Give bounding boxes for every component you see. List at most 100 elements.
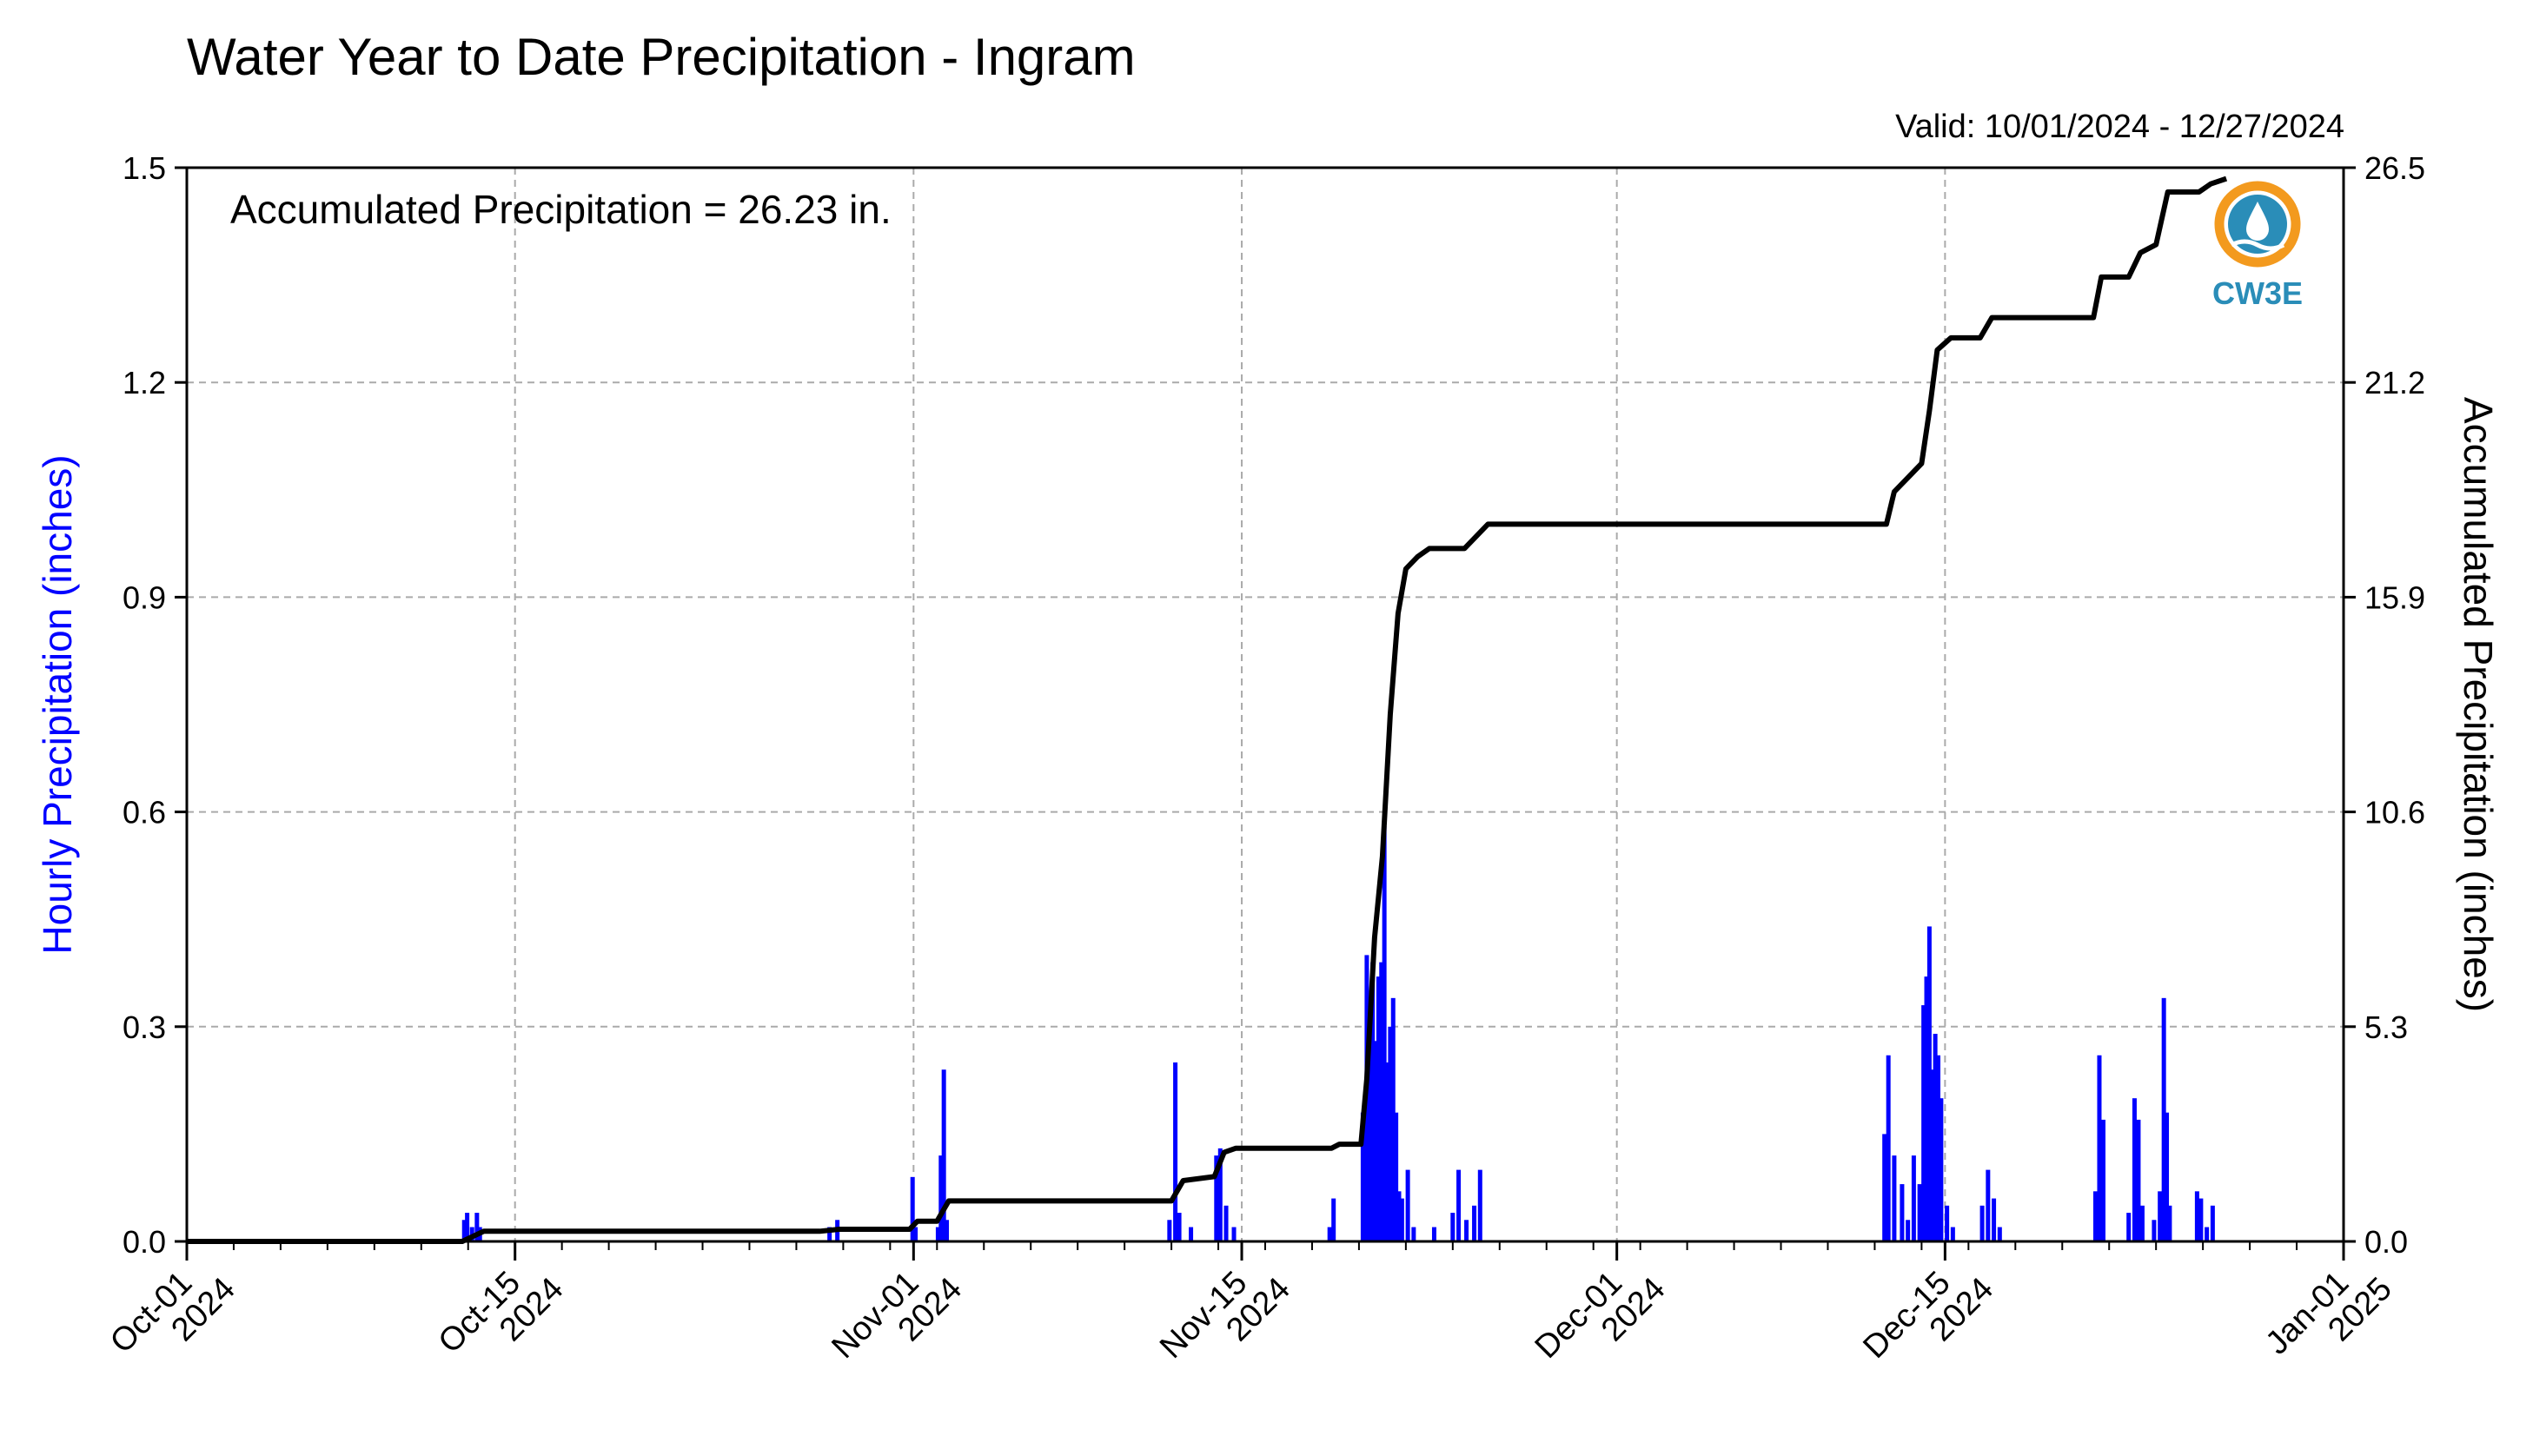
hourly-bar (1900, 1184, 1905, 1241)
hourly-bar (1189, 1227, 1194, 1241)
hourly-bar (2167, 1205, 2172, 1241)
chart-title: Water Year to Date Precipitation - Ingra… (187, 28, 1136, 86)
x-tick-label: Jan-012025 (2258, 1246, 2398, 1386)
hourly-bar (2092, 1191, 2098, 1241)
hourly-bar (465, 1213, 470, 1241)
hourly-bar (1939, 1098, 1944, 1241)
hourly-bar (1217, 1148, 1223, 1241)
hourly-bar (1390, 997, 1396, 1241)
hourly-bar (1917, 1184, 1922, 1241)
logo-ring (2214, 181, 2301, 268)
hourly-bar (1376, 976, 1381, 1241)
logo-text: CW3E (2212, 275, 2303, 311)
left-tick-label: 0.9 (123, 579, 166, 615)
hourly-bar (1450, 1213, 1455, 1241)
hourly-bar (1231, 1227, 1237, 1241)
hourly-bar (913, 1227, 918, 1241)
gridlines (186, 167, 2344, 1242)
hourly-bar (2205, 1227, 2210, 1241)
hourly-bar (461, 1220, 467, 1241)
left-tick-label: 1.2 (123, 365, 166, 400)
hourly-bar (1223, 1205, 1229, 1241)
hourly-bar (1472, 1205, 1477, 1241)
hourly-bar (1882, 1134, 1887, 1241)
hourly-bar (1388, 1026, 1393, 1241)
valid-date-range: Valid: 10/01/2024 - 12/27/2024 (1895, 109, 2344, 145)
x-tick-label: Oct-012024 (103, 1246, 242, 1385)
x-axis-ticks: Oct-012024 Oct-152024 Nov-012024 Nov-152024… (103, 1241, 2399, 1390)
left-tick-label: 0.6 (123, 795, 166, 831)
hourly-bar (1997, 1227, 2002, 1241)
hourly-bar (1331, 1198, 1336, 1241)
hourly-bar (1177, 1213, 1182, 1241)
hourly-bar (1979, 1205, 1985, 1241)
hourly-bar (474, 1213, 480, 1241)
right-y-axis-label: Accumulated Precipitation (inches) (2456, 397, 2501, 1012)
right-tick-label: 21.2 (2364, 365, 2425, 400)
hourly-bar (2194, 1191, 2199, 1241)
hourly-bar (1214, 1155, 1219, 1241)
x-tick-label: Dec-012024 (1528, 1246, 1673, 1390)
hourly-bar (2165, 1112, 2170, 1241)
left-tick-label: 0.3 (123, 1009, 166, 1045)
hourly-bar (1327, 1227, 1332, 1241)
hourly-bar (910, 1176, 915, 1241)
hourly-bar (1986, 1169, 1991, 1241)
hourly-bar (1394, 1112, 1399, 1241)
x-tick-label: Nov-152024 (1153, 1246, 1297, 1390)
x-tick-label: Nov-012024 (825, 1246, 969, 1390)
hourly-bar (1370, 962, 1376, 1241)
hourly-bar (1405, 1169, 1410, 1241)
hourly-bar (2152, 1220, 2157, 1241)
hourly-bar (1892, 1155, 1897, 1241)
left-tick-label: 0.0 (123, 1224, 166, 1260)
hourly-bar (1385, 1062, 1390, 1241)
hourly-bar (2161, 997, 2166, 1241)
x-tick-label: Dec-152024 (1856, 1246, 2000, 1390)
right-tick-label: 5.3 (2364, 1009, 2408, 1045)
hourly-bar (945, 1220, 950, 1241)
hourly-bar (1382, 826, 1387, 1241)
accumulated-total-annotation: Accumulated Precipitation = 26.23 in. (230, 187, 892, 232)
right-tick-label: 26.5 (2364, 150, 2425, 186)
left-tick-label: 1.5 (123, 150, 166, 186)
hourly-bar (2158, 1191, 2163, 1241)
hourly-bar (1945, 1205, 1950, 1241)
hourly-bar (1431, 1227, 1436, 1241)
hourly-bar (2210, 1205, 2215, 1241)
accumulated-precipitation-line (187, 175, 2228, 1244)
right-tick-label: 15.9 (2364, 579, 2425, 615)
hourly-bar (827, 1227, 832, 1241)
hourly-bar (1906, 1220, 1911, 1241)
right-tick-label: 10.6 (2364, 795, 2425, 831)
hourly-bar (2136, 1119, 2141, 1241)
hourly-bar (941, 1069, 946, 1241)
hourly-bar (1367, 1012, 1372, 1241)
right-y-axis-ticks: 0.0 5.3 10.6 15.9 21.2 26.5 (2344, 150, 2425, 1260)
hourly-bar (938, 1155, 944, 1241)
hourly-bar (1886, 1055, 1891, 1241)
hourly-bar (1456, 1169, 1462, 1241)
hourly-bar (1373, 1041, 1378, 1241)
hourly-bar (1379, 962, 1384, 1241)
hourly-bar (2100, 1119, 2105, 1241)
hourly-bar (1464, 1220, 1469, 1241)
hourly-bar (1936, 1055, 1941, 1241)
hourly-bar (1924, 976, 1929, 1241)
hourly-bar (1477, 1169, 1482, 1241)
hourly-bar (1399, 1198, 1404, 1241)
hourly-bar (2097, 1055, 2102, 1241)
hourly-bar (1933, 1034, 1938, 1241)
hourly-bar (1173, 1062, 1178, 1241)
hourly-bar (1360, 1112, 1365, 1241)
hourly-bar (2139, 1205, 2145, 1241)
hourly-bar (1930, 1069, 1935, 1241)
hourly-bar (2126, 1213, 2132, 1241)
logo-wave (2230, 239, 2285, 251)
hourly-bar (2132, 1098, 2137, 1241)
hourly-bar (1950, 1227, 1955, 1241)
right-tick-label: 0.0 (2364, 1224, 2408, 1260)
hourly-bar (2198, 1198, 2204, 1241)
hourly-bar (1411, 1227, 1416, 1241)
